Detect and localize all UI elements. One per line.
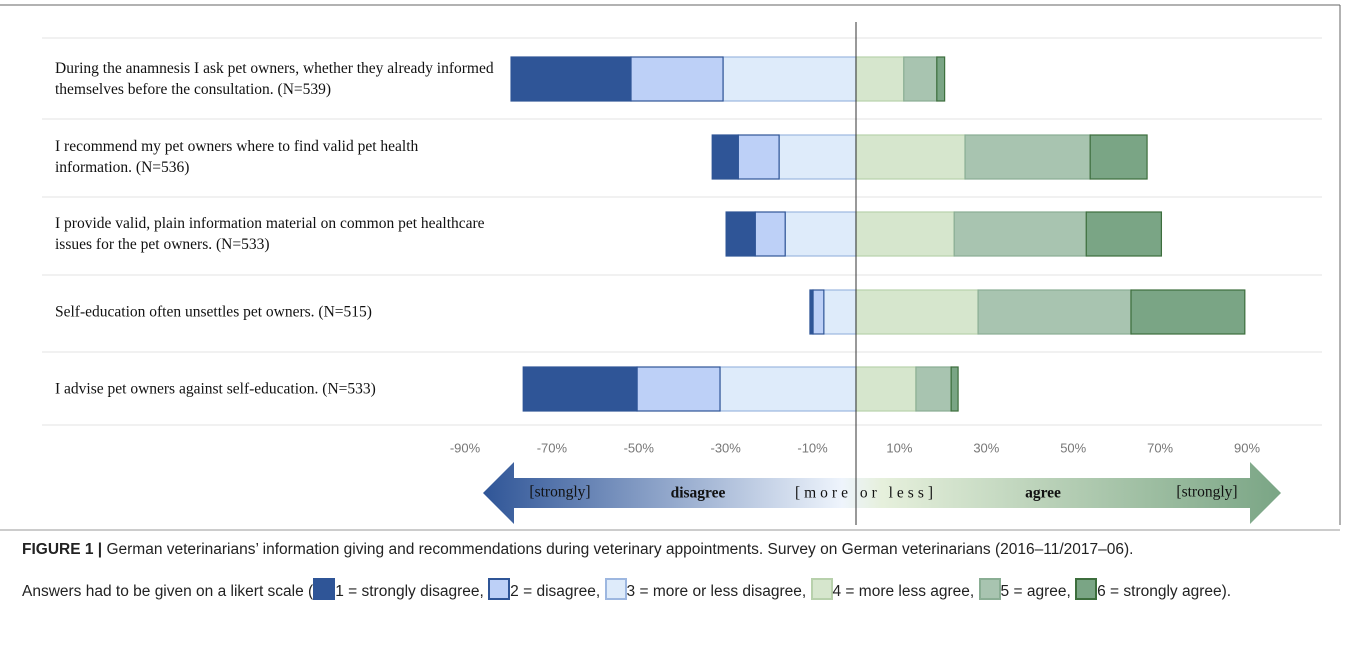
bar-segment xyxy=(823,289,857,335)
bar-segment xyxy=(855,366,917,412)
x-tick-label: 50% xyxy=(1060,440,1086,455)
caption-text: German veterinarians’ information giving… xyxy=(106,541,1134,558)
row-label: I advise pet owners against self-educati… xyxy=(55,380,376,398)
bar-segment xyxy=(711,134,739,180)
bar-segment xyxy=(809,289,814,335)
legend-label: 1 = strongly disagree xyxy=(335,583,480,600)
bar-segment xyxy=(636,366,721,412)
caption-label: FIGURE 1 | xyxy=(22,541,103,558)
caption: FIGURE 1 | German veterinarians’ informa… xyxy=(22,541,1342,559)
bar-segment xyxy=(936,56,946,102)
bar-segment xyxy=(915,366,952,412)
legend-label: 5 = agree xyxy=(1000,583,1067,600)
arrow-text: [strongly] xyxy=(1176,484,1237,501)
bar-segment xyxy=(737,134,780,180)
legend-label: 6 = strongly agree xyxy=(1097,583,1222,600)
bar-segment xyxy=(510,56,632,102)
arrow-text: [strongly] xyxy=(529,484,590,501)
bar-segment xyxy=(722,56,857,102)
x-tick-label: -30% xyxy=(710,440,741,455)
legend-label: 2 = disagree xyxy=(510,583,596,600)
legend-end: ). xyxy=(1221,583,1232,600)
x-tick-label: -90% xyxy=(450,440,481,455)
x-tick-label: 10% xyxy=(886,440,912,455)
x-tick-label: 70% xyxy=(1147,440,1173,455)
bar-segment xyxy=(964,134,1091,180)
x-tick-label: -50% xyxy=(624,440,655,455)
bar-segment xyxy=(812,289,825,335)
x-tick-label: 30% xyxy=(973,440,999,455)
bar-segment xyxy=(1130,289,1246,335)
legend-label: 4 = more less agree xyxy=(832,583,970,600)
bar-segment xyxy=(855,56,905,102)
arrow-text: disagree xyxy=(671,485,726,502)
legend-swatch xyxy=(313,578,336,600)
legend: Answers had to be given on a likert scal… xyxy=(22,578,1342,604)
bar-segment xyxy=(630,56,724,102)
legend-swatch xyxy=(1075,578,1098,600)
bar-segment xyxy=(903,56,938,102)
bar-segment xyxy=(784,211,857,257)
x-tick-label: -10% xyxy=(797,440,828,455)
legend-swatch xyxy=(488,578,511,600)
x-tick-label: 90% xyxy=(1234,440,1260,455)
bar-segment xyxy=(725,211,756,257)
bar-segment xyxy=(778,134,857,180)
row-label: Self-education often unsettles pet owner… xyxy=(55,303,372,321)
bar-segment xyxy=(522,366,638,412)
bar-segment xyxy=(1089,134,1148,180)
arrow-text: agree xyxy=(1025,485,1061,502)
legend-intro: Answers had to be given on a likert scal… xyxy=(22,583,314,600)
row-label: During the anamnesis I ask pet owners, w… xyxy=(55,60,494,98)
bar-segment xyxy=(754,211,786,257)
legend-swatch xyxy=(978,578,1001,600)
bar-segment xyxy=(950,366,959,412)
scale-arrow xyxy=(483,462,1281,524)
legend-swatch xyxy=(604,578,627,600)
x-tick-label: -70% xyxy=(537,440,568,455)
legend-label: 3 = more or less disagree xyxy=(626,583,802,600)
bar-segment xyxy=(855,134,966,180)
bar-segment xyxy=(953,211,1087,257)
row-label: I provide valid, plain information mater… xyxy=(55,215,485,253)
bar-segment xyxy=(1085,211,1163,257)
legend-swatch xyxy=(810,578,833,600)
row-label: I recommend my pet owners where to find … xyxy=(55,138,419,176)
arrow-text: [more or less] xyxy=(795,485,937,502)
bar-segment xyxy=(855,211,955,257)
bar-segment xyxy=(855,289,979,335)
bar-segment xyxy=(719,366,857,412)
bar-segment xyxy=(977,289,1132,335)
